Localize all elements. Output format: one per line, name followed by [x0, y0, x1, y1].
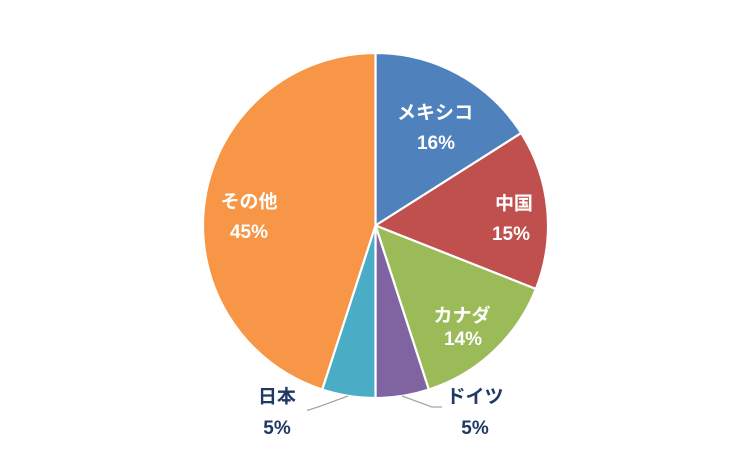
svg-text:5%: 5%	[263, 418, 291, 439]
svg-text:14%: 14%	[444, 329, 482, 350]
svg-text:カナダ: カナダ	[433, 305, 490, 327]
svg-text:45%: 45%	[230, 222, 268, 243]
svg-text:16%: 16%	[417, 133, 455, 154]
svg-text:15%: 15%	[492, 224, 530, 245]
svg-text:メキシコ: メキシコ	[397, 103, 473, 124]
svg-text:日本: 日本	[258, 387, 296, 408]
svg-text:5%: 5%	[461, 418, 489, 439]
svg-text:その他: その他	[220, 192, 277, 213]
svg-text:中国: 中国	[495, 194, 533, 215]
svg-text:ドイツ: ドイツ	[446, 387, 503, 408]
